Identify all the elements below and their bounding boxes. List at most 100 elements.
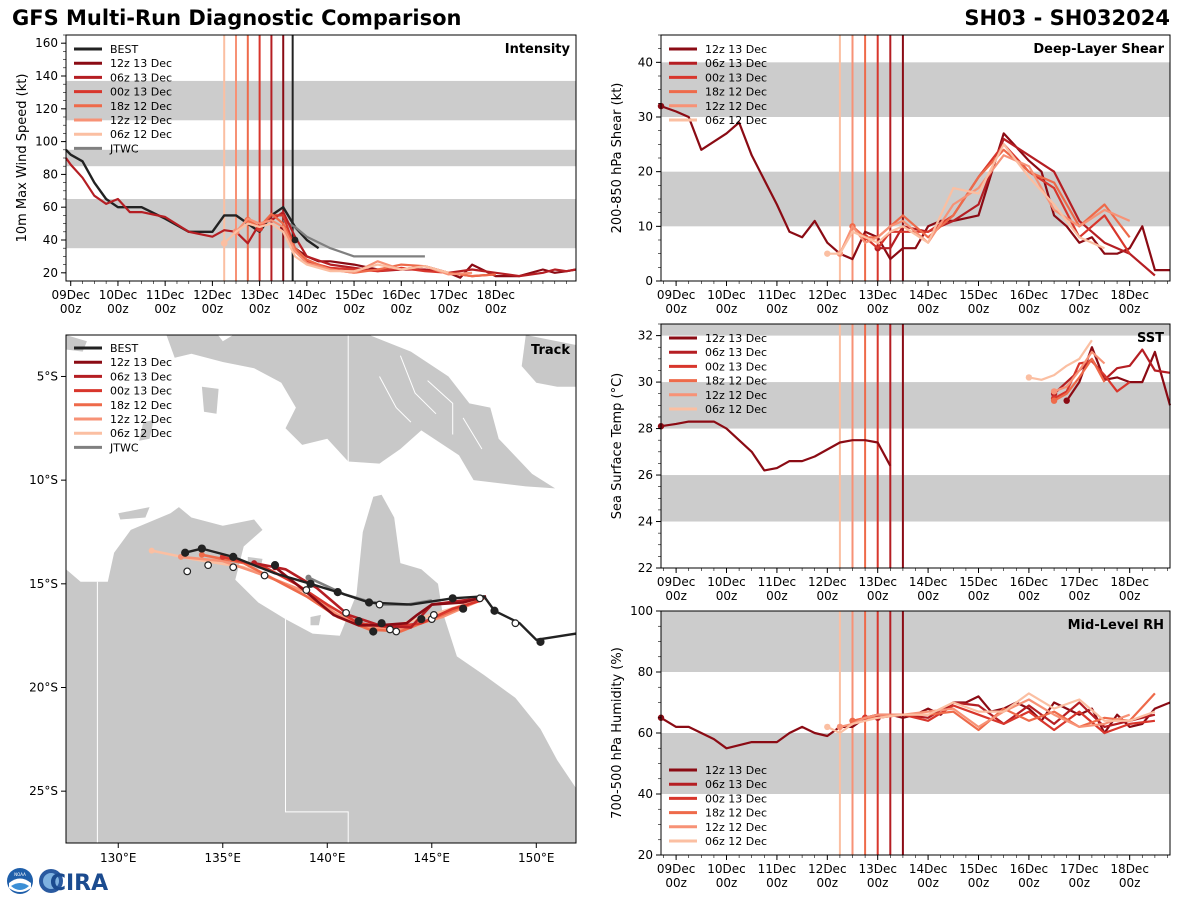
intensity-xtick-label-hour-18Dec: 00z xyxy=(485,302,507,316)
track-marker-filled-2 xyxy=(229,552,238,561)
intensity-xtick-label-hour-09Dec: 00z xyxy=(60,302,82,316)
track-marker-open-2 xyxy=(229,563,238,572)
rh-legend-label-06z-12-dec: 06z 12 Dec xyxy=(705,835,767,848)
intensity-xtick-label-hour-16Dec: 00z xyxy=(390,302,412,316)
map-tanimbar xyxy=(139,420,154,441)
rh-xtick-label-hour-18Dec: 00z xyxy=(1119,876,1141,890)
track-xtick-label-140: 140°E xyxy=(309,851,346,865)
sst-xtick-label-hour-18Dec: 00z xyxy=(1119,589,1141,603)
shear-series-12z-12-dec-4 xyxy=(838,154,1131,255)
sst-xtick-label-day-13Dec: 13Dec xyxy=(858,575,897,589)
intensity-xtick-label-day-10Dec: 10Dec xyxy=(99,288,138,302)
storm-id: SH03 - SH032024 xyxy=(964,6,1170,30)
intensity-start-marker-06z-12-dec-7 xyxy=(220,239,228,247)
sst-start-marker-12z-13-dec-1 xyxy=(1063,397,1070,404)
track-legend-label-jtwc: JTWC xyxy=(109,441,139,454)
rh-ytick-label-20: 20 xyxy=(638,848,653,862)
shear-legend-label-06z-13-dec: 06z 13 Dec xyxy=(705,57,767,70)
intensity-legend-label-18z-12-dec: 18z 12 Dec xyxy=(110,100,172,113)
intensity-band-2 xyxy=(66,80,576,121)
rh-legend-label-00z-13-dec: 00z 13 Dec xyxy=(705,792,767,805)
track-legend-label-best: BEST xyxy=(110,342,138,355)
sst-xtick-label-day-11Dec: 11Dec xyxy=(758,575,797,589)
track-marker-open-5 xyxy=(342,608,350,617)
track-marker-filled-12 xyxy=(536,637,545,646)
shear-xtick-label-hour-17Dec: 00z xyxy=(1068,302,1090,316)
intensity-legend-label-12z-12-dec: 12z 12 Dec xyxy=(110,114,172,127)
sst-xtick-label-day-14Dec: 14Dec xyxy=(909,575,948,589)
shear-xtick-label-day-13Dec: 13Dec xyxy=(858,288,897,302)
shear-xtick-label-hour-09Dec: 00z xyxy=(665,302,687,316)
map-border-nt-qld xyxy=(285,619,349,843)
rh-xtick-label-day-14Dec: 14Dec xyxy=(909,862,948,876)
intensity-xtick-label-day-11Dec: 11Dec xyxy=(146,288,185,302)
track-marker-open-9 xyxy=(475,594,484,603)
track-marker-filled-11 xyxy=(490,606,499,615)
track-marker-filled-14 xyxy=(354,617,363,626)
cira-logo: CIRA xyxy=(39,869,108,896)
rh-ylabel: 700-500 hPa Humidity (%) xyxy=(610,647,625,819)
track-marker-filled-9 xyxy=(448,594,457,603)
rh-xtick-label-day-16Dec: 16Dec xyxy=(1010,862,1049,876)
intensity-panel-title: Intensity xyxy=(505,42,571,57)
shear-legend-label-12z-13-dec: 12z 13 Dec xyxy=(705,43,767,56)
track-marker-filled-4 xyxy=(306,579,315,588)
sst-start-marker-06z-12-dec-6 xyxy=(1025,374,1033,381)
rh-series-06z-12-dec-5 xyxy=(826,692,1156,735)
shear-xtick-label-hour-10Dec: 00z xyxy=(716,302,738,316)
rh-xtick-label-hour-11Dec: 00z xyxy=(766,876,788,890)
sst-xtick-label-hour-15Dec: 00z xyxy=(968,589,990,603)
rh-xtick-label-hour-12Dec: 00z xyxy=(817,876,839,890)
track-legend-label-12z-12-dec: 12z 12 Dec xyxy=(110,413,172,426)
shear-ytick-label-0: 0 xyxy=(645,274,653,288)
intensity-ytick-label-80: 80 xyxy=(43,167,58,181)
shear-series-12z-13-dec-0 xyxy=(660,105,1170,272)
track-legend-label-18z-12-dec: 18z 12 Dec xyxy=(110,399,172,412)
shear-xtick-label-day-18Dec: 18Dec xyxy=(1110,288,1149,302)
sst-xtick-label-day-09Dec: 09Dec xyxy=(657,575,696,589)
sst-xtick-label-hour-10Dec: 00z xyxy=(716,589,738,603)
track-ytick-label--10: 10°S xyxy=(29,473,58,487)
rh-xtick-label-hour-15Dec: 00z xyxy=(968,876,990,890)
rh-legend-label-06z-13-dec: 06z 13 Dec xyxy=(705,778,767,791)
intensity-xtick-label-day-15Dec: 15Dec xyxy=(335,288,374,302)
track-marker-filled-0 xyxy=(181,548,190,557)
shear-band-0 xyxy=(661,171,1170,227)
shear-xtick-label-day-15Dec: 15Dec xyxy=(959,288,998,302)
intensity-xtick-label-hour-11Dec: 00z xyxy=(154,302,176,316)
sst-xtick-label-hour-11Dec: 00z xyxy=(766,589,788,603)
shear-xtick-label-day-14Dec: 14Dec xyxy=(909,288,948,302)
sst-legend-label-12z-12-dec: 12z 12 Dec xyxy=(705,389,767,402)
track-start-marker-jtwc xyxy=(305,574,312,581)
track-ytick-label--20: 20°S xyxy=(29,680,58,694)
shear-start-marker-06z-12-dec-5 xyxy=(824,250,831,257)
track-panel-title: Track xyxy=(531,343,570,358)
sst-xtick-label-hour-13Dec: 00z xyxy=(867,589,889,603)
track-marker-filled-8 xyxy=(417,614,426,624)
map-australia xyxy=(66,494,576,843)
shear-xtick-label-day-12Dec: 12Dec xyxy=(808,288,847,302)
rh-start-marker-12z-12-dec-4 xyxy=(836,723,844,731)
rh-xtick-label-day-18Dec: 18Dec xyxy=(1110,862,1149,876)
track-marker-open-3 xyxy=(260,571,269,580)
track-ytick-label--5: 5°S xyxy=(37,369,58,383)
intensity-xtick-label-day-17Dec: 17Dec xyxy=(429,288,468,302)
sst-legend-label-12z-13-dec: 12z 13 Dec xyxy=(705,332,767,345)
shear-ytick-label-10: 10 xyxy=(638,219,653,233)
track-xtick-label-150: 150°E xyxy=(518,851,555,865)
intensity-legend-label-06z-13-dec: 06z 13 Dec xyxy=(110,71,172,84)
map-new-britain xyxy=(521,335,576,387)
sst-xtick-label-day-17Dec: 17Dec xyxy=(1060,575,1099,589)
shear-xtick-label-day-17Dec: 17Dec xyxy=(1060,288,1099,302)
intensity-ytick-label-20: 20 xyxy=(43,266,58,280)
sst-band-0 xyxy=(661,475,1170,522)
sst-legend-label-06z-12-dec: 06z 12 Dec xyxy=(705,403,767,416)
map-border-province-3 xyxy=(427,380,454,435)
shear-ytick-label-30: 30 xyxy=(638,110,653,124)
track-marker-filled-6 xyxy=(364,598,374,607)
shear-band-1 xyxy=(661,62,1170,117)
intensity-legend-label-best: BEST xyxy=(110,43,138,56)
sst-xtick-label-hour-16Dec: 00z xyxy=(1018,589,1040,603)
shear-legend-label-18z-12-dec: 18z 12 Dec xyxy=(705,86,767,99)
track-marker-filled-1 xyxy=(197,544,206,553)
